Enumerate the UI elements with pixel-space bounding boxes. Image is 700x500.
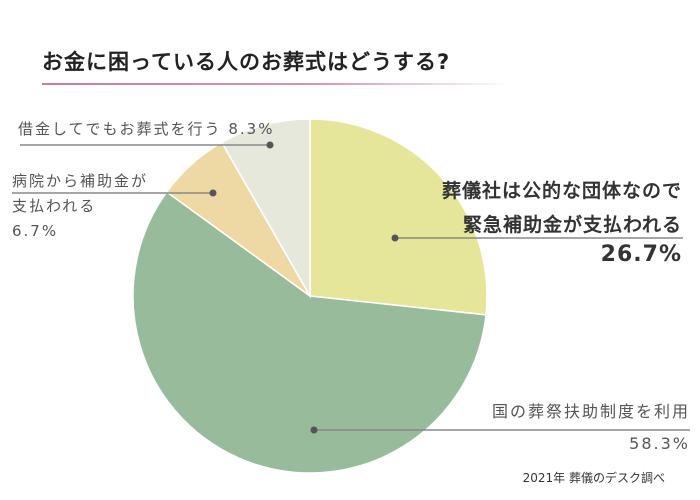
pie-slice-3 <box>220 118 311 299</box>
slice-value-label: 6.7% <box>12 222 59 240</box>
leader-dot-welfare <box>310 426 318 434</box>
slice-label-funeral-company: 葬儀社は公的な団体なので 緊急補助金が支払われる <box>442 174 682 242</box>
leader-dot-borrow <box>266 141 274 149</box>
slice-value-label: 8.3% <box>228 120 275 138</box>
slice-label-text: 支払われる <box>12 197 97 215</box>
slice-value-label-funeral-company: 26.7% <box>600 242 682 267</box>
leader-dot-hospital <box>209 189 217 197</box>
slice-label-welfare: 国の葬祭扶助制度を利用 <box>491 402 690 421</box>
slice-label-text: 葬儀社は公的な団体なので <box>441 180 682 202</box>
source-note: 2021年 葬儀のデスク調べ <box>522 471 665 485</box>
pie-slice-0 <box>309 118 488 316</box>
slice-label-text: 緊急補助金が支払われる <box>462 214 682 236</box>
pie-slice-1 <box>132 190 487 474</box>
slice-label-borrow: 借金してでもお葬式を行う 8.3% <box>18 118 274 140</box>
slice-label-text: 借金してでもお葬式を行う <box>18 120 222 138</box>
slice-label-text: 病院から補助金が <box>12 172 149 190</box>
slice-label-hospital: 病院から補助金が 支払われる 6.7% <box>12 169 148 244</box>
leader-dot-funeral-company <box>391 234 399 242</box>
slice-value-label-welfare: 58.3% <box>629 434 690 453</box>
title-underline <box>42 83 512 85</box>
chart-title: お金に困っている人のお葬式はどうする? <box>42 50 451 74</box>
